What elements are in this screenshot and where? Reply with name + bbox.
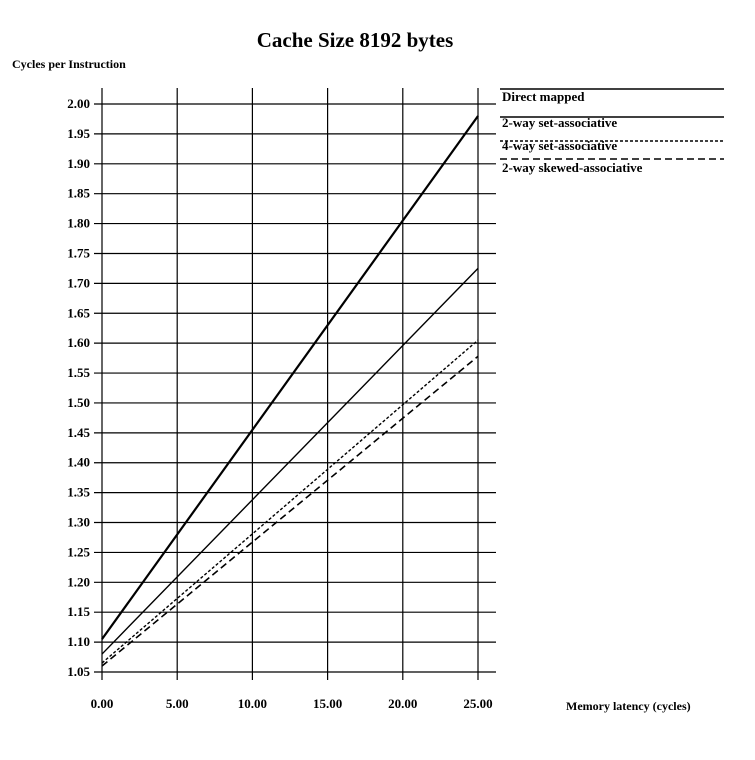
y-tick-label: 1.15 bbox=[67, 604, 90, 619]
chart-title: Cache Size 8192 bytes bbox=[257, 28, 454, 52]
grid bbox=[94, 88, 496, 680]
y-tick-label: 1.55 bbox=[67, 365, 90, 380]
x-tick-label: 5.00 bbox=[166, 696, 189, 711]
x-tick-label: 0.00 bbox=[91, 696, 114, 711]
legend-label-2: 4-way set-associative bbox=[502, 138, 617, 153]
y-tick-label: 1.30 bbox=[67, 515, 90, 530]
y-tick-labels: 2.00 1.95 1.90 1.85 1.80 1.75 1.70 1.65 1.60 1.55… bbox=[67, 96, 90, 679]
y-tick-label: 1.45 bbox=[67, 425, 90, 440]
series-line-3 bbox=[101, 355, 479, 667]
legend-label-0: Direct mapped bbox=[502, 89, 585, 104]
series-line-0 bbox=[101, 115, 479, 640]
y-tick-label: 1.40 bbox=[67, 455, 90, 470]
y-tick-label: 1.65 bbox=[67, 305, 90, 320]
series-lines bbox=[101, 115, 479, 667]
y-tick-label: 1.10 bbox=[67, 634, 90, 649]
series-line-1 bbox=[101, 267, 479, 655]
y-tick-label: 1.50 bbox=[67, 395, 90, 410]
y-tick-label: 1.90 bbox=[67, 156, 90, 171]
legend-label-3: 2-way skewed-associative bbox=[502, 160, 643, 175]
x-tick-label: 15.00 bbox=[313, 696, 342, 711]
y-tick-label: 1.60 bbox=[67, 335, 90, 350]
x-tick-labels: 0.00 5.00 10.00 15.00 20.00 25.00 bbox=[91, 696, 493, 711]
x-tick-label: 10.00 bbox=[238, 696, 267, 711]
y-tick-label: 1.35 bbox=[67, 485, 90, 500]
y-tick-label: 1.25 bbox=[67, 544, 90, 559]
x-axis-title: Memory latency (cycles) bbox=[566, 699, 691, 713]
y-tick-label: 1.85 bbox=[67, 186, 90, 201]
y-tick-label: 1.95 bbox=[67, 126, 90, 141]
series-line-2 bbox=[101, 339, 479, 664]
y-tick-label: 2.00 bbox=[67, 96, 90, 111]
x-tick-label: 25.00 bbox=[463, 696, 492, 711]
y-tick-label: 1.80 bbox=[67, 216, 90, 231]
y-tick-label: 1.20 bbox=[67, 574, 90, 589]
y-tick-label: 1.05 bbox=[67, 664, 90, 679]
legend-label-1: 2-way set-associative bbox=[502, 115, 617, 130]
y-axis-title: Cycles per Instruction bbox=[12, 57, 126, 71]
y-tick-label: 1.70 bbox=[67, 275, 90, 290]
y-tick-label: 1.75 bbox=[67, 245, 90, 260]
legend: Direct mapped 2-way set-associative 4-way … bbox=[500, 88, 724, 175]
x-tick-label: 20.00 bbox=[388, 696, 417, 711]
